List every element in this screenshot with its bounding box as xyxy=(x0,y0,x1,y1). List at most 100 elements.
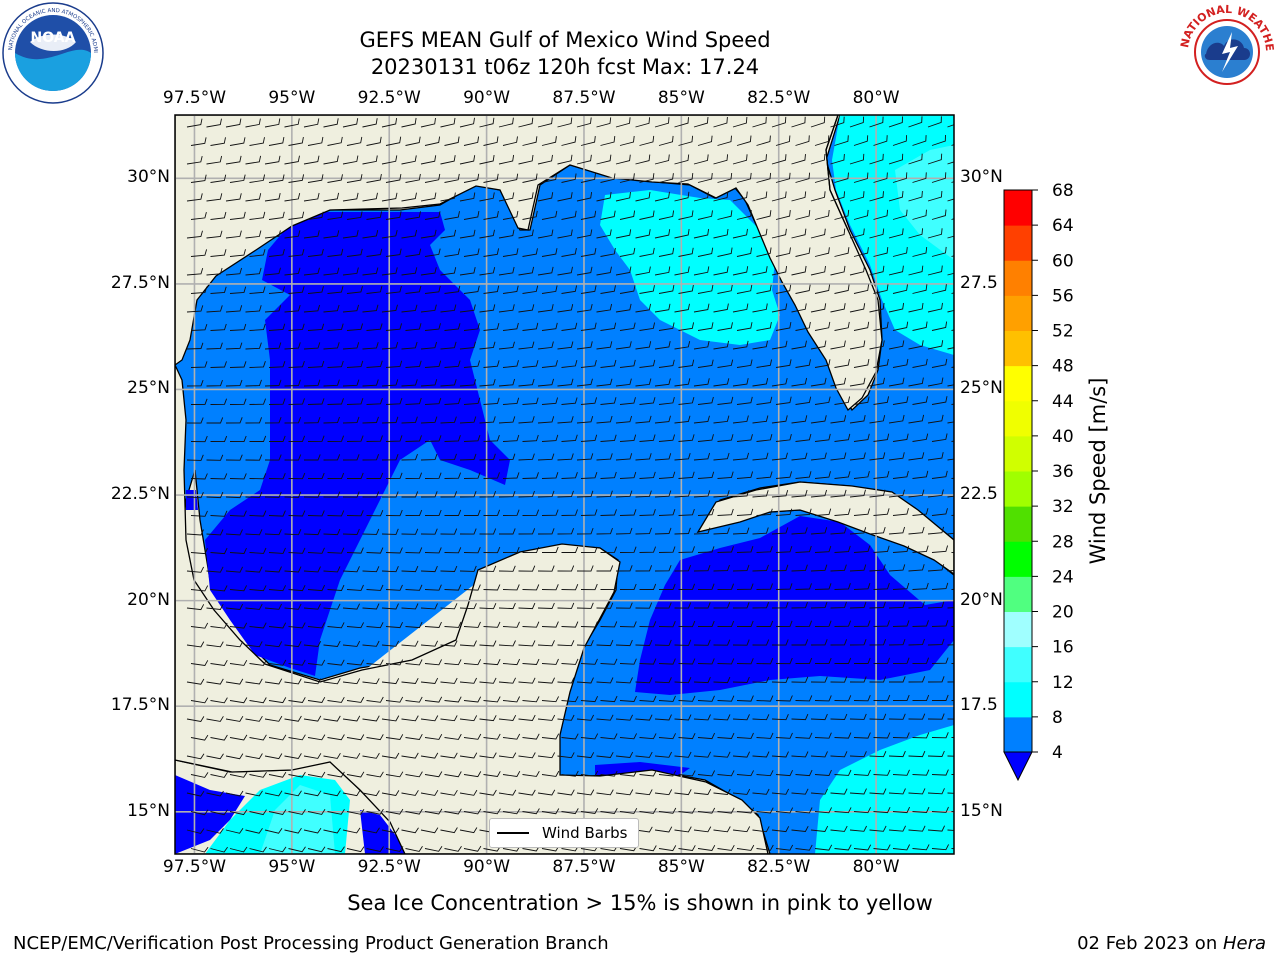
wind-barb xyxy=(635,266,651,276)
wind-barb xyxy=(888,340,905,350)
wind-barb xyxy=(892,732,910,739)
wind-barb xyxy=(288,211,305,220)
wind-barb xyxy=(693,191,709,202)
wind-barb xyxy=(284,342,301,350)
wind-barb xyxy=(873,545,890,553)
wind-barb xyxy=(888,564,906,572)
wind-barb xyxy=(557,192,573,202)
wind-barb xyxy=(225,230,242,239)
wind-barb xyxy=(440,379,457,387)
wind-barb xyxy=(502,136,518,146)
wind-barb xyxy=(561,621,579,628)
wind-barb xyxy=(499,528,516,535)
wind-barb xyxy=(615,751,634,758)
wind-barb xyxy=(674,340,691,350)
wind-barb xyxy=(580,733,599,740)
wind-barb xyxy=(849,340,866,350)
wind-barb xyxy=(498,192,515,202)
wind-barb xyxy=(479,490,497,498)
wind-barb xyxy=(323,192,340,202)
wind-barb xyxy=(756,247,772,257)
wind-barb xyxy=(795,844,813,851)
wind-barb xyxy=(420,229,437,239)
wind-barb xyxy=(307,547,325,554)
wind-barb xyxy=(849,639,867,646)
wind-barb xyxy=(736,471,754,479)
wind-barb xyxy=(463,285,480,294)
wind-barb xyxy=(366,360,383,368)
wind-barb xyxy=(912,172,927,183)
wind-barb xyxy=(225,715,244,722)
wind-barb xyxy=(405,360,422,368)
wind-barb xyxy=(576,602,594,609)
colorbar-segment xyxy=(1004,295,1032,331)
wind-barb xyxy=(737,620,754,627)
wind-barb xyxy=(245,566,263,573)
wind-barb xyxy=(561,359,578,368)
wind-barb xyxy=(697,732,716,740)
wind-barb xyxy=(190,772,209,778)
wind-barb xyxy=(245,267,262,276)
wind-barb xyxy=(210,435,228,443)
wind-barb xyxy=(795,583,812,590)
wind-barb xyxy=(853,359,870,368)
wind-barb xyxy=(814,657,832,665)
wind-barb xyxy=(186,267,204,276)
wind-barb xyxy=(385,659,404,666)
wind-barb xyxy=(186,454,204,461)
wind-barb xyxy=(561,658,579,665)
wind-barb xyxy=(771,751,789,758)
wind-barb xyxy=(307,584,326,592)
wind-barb xyxy=(654,191,670,202)
wind-barb xyxy=(366,285,383,294)
wind-barb xyxy=(225,603,244,610)
wind-barb xyxy=(186,342,204,350)
colorbar-segment xyxy=(1004,611,1032,648)
wind-barb xyxy=(264,603,283,610)
wind-barb xyxy=(186,716,205,722)
wind-barb xyxy=(619,285,636,294)
wind-barb xyxy=(713,714,731,721)
wind-barb xyxy=(518,341,535,350)
wind-barb xyxy=(401,192,417,202)
wind-barb xyxy=(483,472,500,479)
wind-barb xyxy=(756,770,774,777)
wind-barb xyxy=(405,435,422,442)
wind-barb xyxy=(576,640,594,647)
wind-barb xyxy=(752,527,769,535)
wind-barb xyxy=(615,490,633,498)
wind-barb xyxy=(615,527,633,535)
wind-barb xyxy=(912,732,930,739)
wind-barb xyxy=(346,286,363,294)
wind-barb xyxy=(892,284,908,294)
wind-barb xyxy=(596,565,614,572)
wind-barb xyxy=(635,303,652,313)
wind-barb xyxy=(654,154,670,165)
wind-barb xyxy=(615,266,632,276)
chart-title: GEFS MEAN Gulf of Mexico Wind Speed xyxy=(359,28,771,52)
wind-barb xyxy=(190,174,207,183)
wind-barb xyxy=(615,303,632,313)
wind-barb xyxy=(596,453,613,461)
wind-barb xyxy=(249,361,266,368)
wind-barb xyxy=(576,341,593,350)
colorbar-segment xyxy=(1004,716,1032,753)
wind-barb xyxy=(210,697,228,704)
wind-barb xyxy=(346,398,364,405)
wind-barb xyxy=(596,490,613,498)
wind-barb xyxy=(892,135,908,146)
wind-barb xyxy=(323,454,341,461)
wind-barb xyxy=(424,285,441,294)
wind-barb xyxy=(346,659,365,666)
wind-barb xyxy=(873,396,890,405)
lon-tick-label-bottom: 85°W xyxy=(657,857,705,877)
wind-barb xyxy=(186,118,203,128)
wind-barb xyxy=(713,228,729,239)
wind-barb xyxy=(483,360,500,368)
wind-barb xyxy=(502,696,521,703)
wind-barb xyxy=(346,435,364,442)
wind-barb xyxy=(771,303,788,313)
lon-tick-label-bottom: 90°W xyxy=(463,857,511,877)
wind-barb xyxy=(323,640,341,647)
wind-barb xyxy=(752,714,770,721)
